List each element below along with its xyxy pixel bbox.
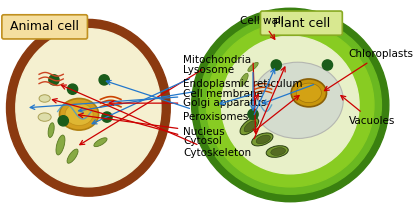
FancyBboxPatch shape xyxy=(2,15,87,39)
Text: Chloroplasts: Chloroplasts xyxy=(324,49,414,91)
Ellipse shape xyxy=(291,79,326,107)
Text: Cell wall: Cell wall xyxy=(240,16,284,39)
Text: Animal cell: Animal cell xyxy=(10,20,79,33)
Ellipse shape xyxy=(252,133,273,146)
FancyBboxPatch shape xyxy=(260,11,342,35)
Text: Nucleus: Nucleus xyxy=(79,113,225,137)
Text: Cell membrane: Cell membrane xyxy=(30,89,263,109)
Circle shape xyxy=(49,75,59,85)
Text: Cytoskeleton: Cytoskeleton xyxy=(61,85,252,158)
Circle shape xyxy=(322,60,333,70)
Circle shape xyxy=(68,84,78,94)
Text: Cytosol: Cytosol xyxy=(52,99,222,146)
Circle shape xyxy=(248,109,258,119)
Circle shape xyxy=(102,112,112,122)
Ellipse shape xyxy=(38,113,51,121)
Ellipse shape xyxy=(207,23,374,187)
Circle shape xyxy=(99,75,109,85)
Ellipse shape xyxy=(60,98,99,130)
Ellipse shape xyxy=(48,123,54,138)
Text: Golgi apparatus: Golgi apparatus xyxy=(109,98,267,108)
Text: Plant cell: Plant cell xyxy=(273,17,330,30)
Text: Lysosome: Lysosome xyxy=(92,65,234,124)
Ellipse shape xyxy=(244,121,257,132)
Ellipse shape xyxy=(296,83,321,103)
Circle shape xyxy=(271,60,281,70)
Circle shape xyxy=(58,116,68,126)
Ellipse shape xyxy=(67,149,78,163)
Ellipse shape xyxy=(221,36,359,174)
Ellipse shape xyxy=(256,135,270,144)
Ellipse shape xyxy=(252,62,343,138)
Ellipse shape xyxy=(65,103,93,125)
Ellipse shape xyxy=(239,73,248,87)
Text: Mitochondria: Mitochondria xyxy=(80,55,252,145)
Text: Vacuoles: Vacuoles xyxy=(341,96,395,126)
Text: Peroxisomes: Peroxisomes xyxy=(106,80,249,122)
Ellipse shape xyxy=(271,148,286,155)
Ellipse shape xyxy=(56,135,65,155)
Ellipse shape xyxy=(39,95,50,102)
Ellipse shape xyxy=(248,62,258,71)
Text: Endoplasmic reticulum: Endoplasmic reticulum xyxy=(79,79,303,112)
Ellipse shape xyxy=(199,16,381,194)
Ellipse shape xyxy=(240,118,259,135)
Ellipse shape xyxy=(16,29,161,187)
Ellipse shape xyxy=(266,146,288,157)
Ellipse shape xyxy=(94,138,107,147)
Ellipse shape xyxy=(192,8,389,202)
Ellipse shape xyxy=(7,19,170,196)
